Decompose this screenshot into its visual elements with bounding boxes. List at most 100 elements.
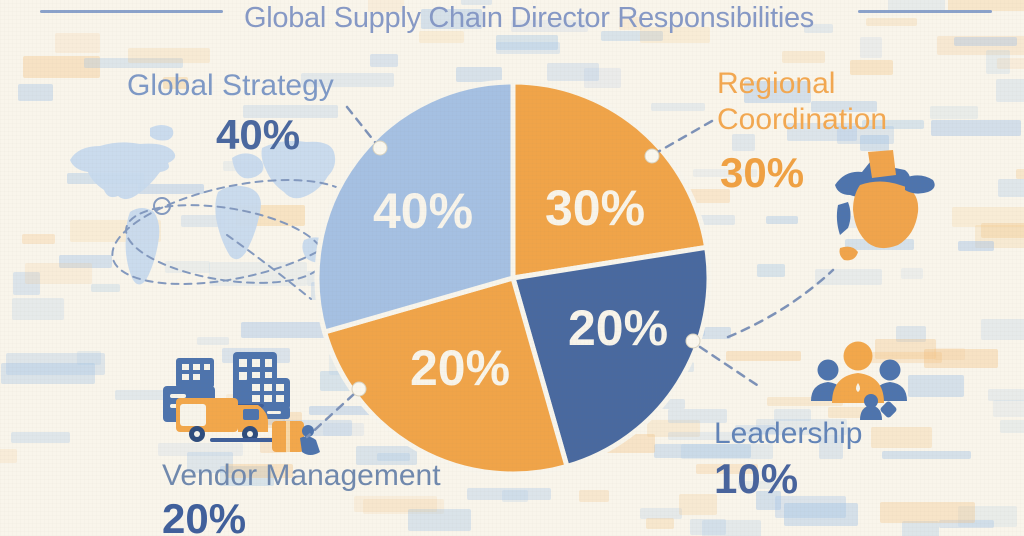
callout-regional-coordination-percent: 30% [720, 149, 805, 196]
mosaic-tile [888, 0, 945, 11]
truck-icon [176, 398, 305, 442]
callout-vendor-management-percent: 20% [162, 495, 247, 536]
mosaic-tile [726, 351, 801, 361]
callout-leadership-percent: 10% [714, 455, 799, 502]
leader-vendor-management [305, 392, 356, 439]
mosaic-tile [187, 452, 233, 473]
mosaic-tile [91, 284, 120, 292]
mosaic-tile [197, 337, 229, 345]
mosaic-tile [18, 84, 53, 101]
mosaic-tile [997, 58, 1024, 69]
mosaic-tile [1016, 169, 1024, 179]
connector-dot-leadership [685, 333, 701, 349]
mosaic-tile [1000, 420, 1024, 433]
mosaic-tile [363, 499, 444, 514]
callout-regional-coordination-label-line2: Coordination [717, 103, 888, 136]
vendor-logistics-icon [163, 352, 320, 455]
mosaic-tile [421, 9, 482, 29]
mosaic-tile [986, 50, 1010, 74]
mosaic-tile [640, 508, 682, 519]
mosaic-tile [511, 20, 588, 32]
mosaic-tile [668, 409, 727, 423]
mosaic-tile [681, 444, 773, 459]
mosaic-tile [732, 134, 755, 151]
mosaic-tile [958, 506, 1017, 527]
mosaic-tile [981, 223, 1024, 238]
pie-slice-regional_coordination [510, 79, 710, 281]
pie-slice-value-leadership: 20% [568, 300, 668, 356]
connector-dots [351, 140, 701, 397]
mosaic-tile [815, 269, 882, 285]
mosaic-tile [502, 490, 528, 502]
route-curve-to-pie [226, 234, 312, 300]
mosaic-tile [939, 520, 994, 528]
mosaic-tile [370, 54, 398, 67]
mosaic-tile [784, 503, 858, 526]
mosaic-tile [163, 77, 188, 89]
mosaic-tile [647, 420, 700, 437]
mosaic-tile [766, 216, 798, 224]
mosaic-tile [22, 234, 55, 244]
mosaic-tile [757, 264, 785, 277]
mosaic-tile [756, 419, 847, 435]
mosaic-tile [456, 67, 502, 82]
mosaic-tile [13, 272, 40, 295]
mosaic-tile [419, 31, 464, 43]
mosaic-tile [775, 496, 846, 518]
region-orange-south [839, 246, 858, 261]
mosaic-tile [738, 481, 779, 489]
mosaic-tile [679, 494, 717, 515]
mosaic-tile [931, 120, 1021, 136]
leader-global-strategy [345, 105, 380, 148]
leader-regional-coordination [654, 119, 714, 155]
mosaic-tile [158, 443, 243, 456]
callout-vendor-management-label: Vendor Management [162, 459, 441, 492]
mosaic-tile [668, 432, 763, 440]
mosaic-tile [23, 56, 100, 78]
mosaic-tile [181, 215, 225, 227]
region-blue-east [905, 175, 935, 194]
mosaic-tile [690, 215, 735, 225]
mosaic-tile [875, 339, 936, 359]
mosaic-tile [896, 326, 926, 342]
mosaic-tile [804, 24, 833, 33]
connector-dot-vendor-management [351, 381, 367, 397]
mosaic-tile [11, 432, 70, 443]
mosaic-tile [377, 453, 410, 461]
mosaic-tile [25, 263, 92, 284]
mosaic-tile [756, 491, 781, 510]
mosaic-tile [937, 36, 1024, 55]
mosaic-tile [787, 123, 857, 141]
mosaic-tile [646, 518, 674, 529]
chart-title: Global Supply Chain Director Responsibil… [244, 2, 814, 34]
mosaic-tile [654, 444, 751, 458]
mosaic-tile [860, 37, 882, 58]
mosaic-tile [301, 73, 394, 87]
mosaic-tile [850, 60, 893, 75]
title-rule-left [40, 10, 223, 13]
mosaic-tile [467, 488, 551, 500]
leader-leadership-curve [726, 268, 835, 339]
mosaic-tile [243, 105, 338, 118]
mosaic-tile [461, 0, 492, 5]
mosaic-tile [902, 521, 939, 536]
route-node-icon [153, 197, 171, 215]
regional-map-icon [835, 150, 935, 261]
mosaic-tile [138, 184, 204, 194]
mosaic-tile [690, 519, 726, 535]
mosaic-tile [863, 352, 942, 363]
continent-north-america [70, 142, 176, 200]
region-orange-central [853, 181, 919, 249]
mosaic-tile [356, 446, 417, 465]
mosaic-tile [77, 351, 101, 365]
mosaic-tile [744, 81, 811, 103]
leader-lines [305, 105, 835, 439]
mosaic-tile [619, 17, 642, 30]
mosaic-tile [952, 207, 1024, 227]
mosaic-tile [774, 409, 811, 421]
mosaic-tile [693, 169, 757, 177]
mosaic-tile [871, 427, 932, 448]
mosaic-tile [975, 225, 1024, 248]
mosaic-tile [735, 425, 777, 434]
